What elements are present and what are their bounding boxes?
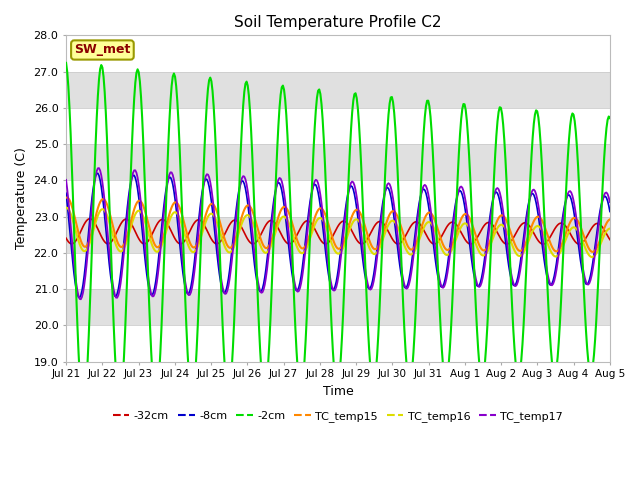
Bar (66, 36, 610, 72)
Bar (66, 253, 610, 289)
Bar (66, 180, 610, 216)
X-axis label: Time: Time (323, 385, 353, 398)
Bar (66, 108, 610, 144)
Bar (66, 325, 610, 362)
Text: SW_met: SW_met (74, 44, 131, 57)
Y-axis label: Temperature (C): Temperature (C) (15, 147, 28, 250)
Title: Soil Temperature Profile C2: Soil Temperature Profile C2 (234, 15, 442, 30)
Legend: -32cm, -8cm, -2cm, TC_temp15, TC_temp16, TC_temp17: -32cm, -8cm, -2cm, TC_temp15, TC_temp16,… (108, 407, 568, 426)
